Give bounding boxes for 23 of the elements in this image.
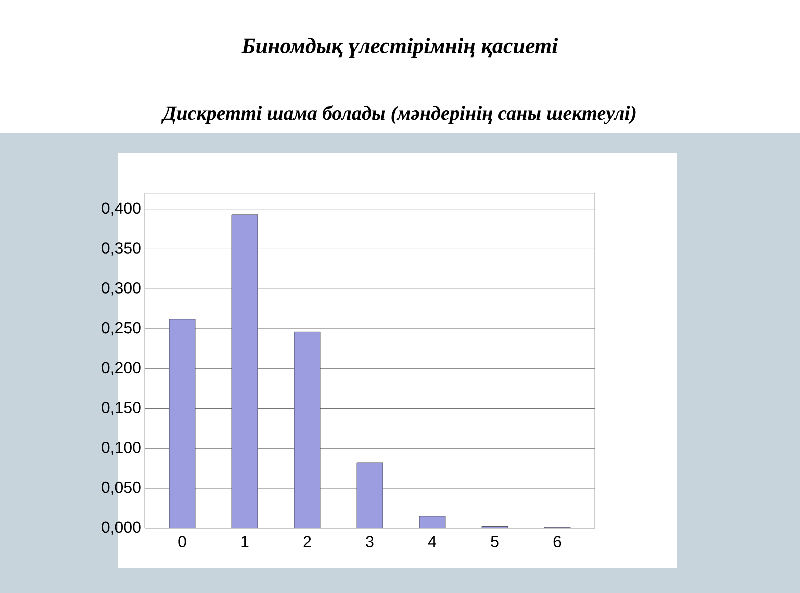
x-tick-label: 3	[366, 536, 374, 548]
y-tick-label: 0,000	[102, 522, 141, 535]
y-tick-label: 0,050	[102, 482, 141, 496]
bar	[169, 319, 196, 528]
x-tick-label: 6	[554, 536, 562, 548]
y-tick-label: 0,300	[102, 282, 141, 296]
y-tick-label: 0,150	[102, 402, 141, 416]
y-tick-label: 0,350	[102, 242, 141, 256]
x-tick-label: 4	[428, 536, 436, 548]
y-tick-label: 0,100	[102, 442, 141, 456]
y-tick-label: 0,400	[102, 202, 141, 216]
bar	[294, 332, 321, 528]
y-tick-label: 0,200	[102, 362, 141, 376]
y-tick-label: 0,250	[102, 322, 141, 336]
bar	[420, 516, 446, 528]
x-tick-label: 1	[242, 536, 249, 548]
x-tick-label: 0	[178, 536, 186, 548]
x-tick-label: 5	[491, 536, 499, 548]
x-tick-label: 2	[304, 536, 312, 548]
bar	[232, 214, 258, 528]
bar	[356, 462, 384, 528]
chart-subtitle: Дискретті шама болады (мәндерінің саны шектеулі)	[162, 106, 636, 124]
chart-title: Биномдық үлестірімнің қасиеті	[242, 38, 558, 58]
